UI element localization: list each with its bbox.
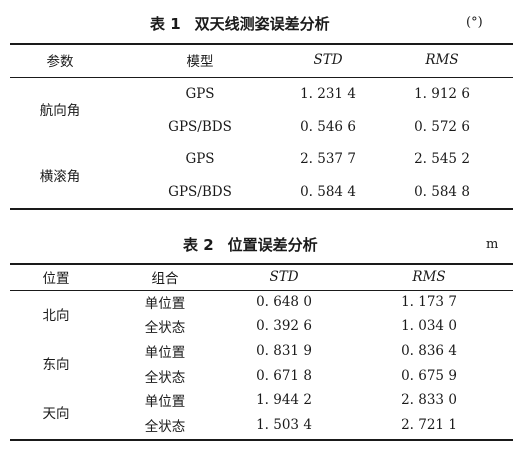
table2-std-cell: 0. 831 9 (256, 343, 312, 359)
table1-header-std: STD (313, 52, 343, 68)
table1-caption: 表 1 双天线测姿误差分析 (150, 13, 330, 34)
table2-combo-cell: 单位置 (144, 345, 186, 361)
table2-rms-cell: 0. 836 4 (401, 343, 457, 359)
table1-rms-cell: 0. 572 6 (414, 119, 470, 135)
table2-caption: 表 2 位置误差分析 (183, 234, 318, 255)
table2-rms-cell: 2. 833 0 (401, 392, 457, 408)
table2-std-cell: 0. 392 6 (256, 318, 312, 334)
table2-position-north: 北向 (42, 308, 70, 324)
table2-header-position: 位置 (42, 271, 70, 287)
table1-header-model: 模型 (186, 54, 214, 70)
table2-header-combo: 组合 (151, 271, 179, 287)
table2-std-cell: 0. 648 0 (256, 294, 312, 310)
table2-std-cell: 0. 671 8 (256, 368, 312, 384)
table2-unit: m (486, 237, 499, 252)
table1-header-rms: RMS (425, 52, 459, 68)
table2-bottom-rule (10, 439, 513, 441)
table2-std-cell: 1. 503 4 (256, 417, 312, 433)
table2-rms-cell: 2. 721 1 (401, 417, 457, 433)
table1-std-cell: 1. 231 4 (300, 86, 356, 102)
table2-caption-number: 表 2 (183, 236, 214, 254)
table2-combo-cell: 全状态 (144, 370, 186, 386)
table1-std-cell: 2. 537 7 (300, 151, 356, 167)
table1-rms-cell: 0. 584 8 (414, 184, 470, 200)
table2-header-std: STD (269, 269, 299, 285)
table1-caption-title: 双天线测姿误差分析 (194, 15, 330, 33)
table1-model-cell: GPS (185, 151, 215, 167)
table2-combo-cell: 单位置 (144, 394, 186, 410)
table1-std-cell: 0. 546 6 (300, 119, 356, 135)
table1-std-cell: 0. 584 4 (300, 184, 356, 200)
table2-combo-cell: 单位置 (144, 296, 186, 312)
table1-rms-cell: 1. 912 6 (414, 86, 470, 102)
table1-bottom-rule (10, 208, 513, 210)
table1-model-cell: GPS (185, 86, 215, 102)
table2-caption-title: 位置误差分析 (227, 236, 318, 254)
table2-rms-cell: 1. 173 7 (401, 294, 457, 310)
table2-rms-cell: 1. 034 0 (401, 318, 457, 334)
table2-rms-cell: 0. 675 9 (401, 368, 457, 384)
table1-header-rule (10, 77, 513, 78)
table1-param-roll: 横滚角 (39, 169, 81, 185)
table1-header-param: 参数 (46, 54, 74, 70)
table1-top-rule (10, 43, 513, 45)
table2-combo-cell: 全状态 (144, 320, 186, 336)
table2-header-rms: RMS (412, 269, 446, 285)
table1-rms-cell: 2. 545 2 (414, 151, 470, 167)
table1-unit: (°) (466, 15, 483, 30)
table1-model-cell: GPS/BDS (168, 184, 232, 200)
table2-position-east: 东向 (42, 357, 70, 373)
table1-caption-number: 表 1 (150, 15, 181, 33)
table2-header-rule (10, 290, 513, 291)
table1-param-heading: 航向角 (39, 103, 81, 119)
table2-position-up: 天向 (42, 406, 70, 422)
table2-std-cell: 1. 944 2 (256, 392, 312, 408)
table1-model-cell: GPS/BDS (168, 119, 232, 135)
table2-combo-cell: 全状态 (144, 419, 186, 435)
table2-top-rule (10, 263, 513, 265)
